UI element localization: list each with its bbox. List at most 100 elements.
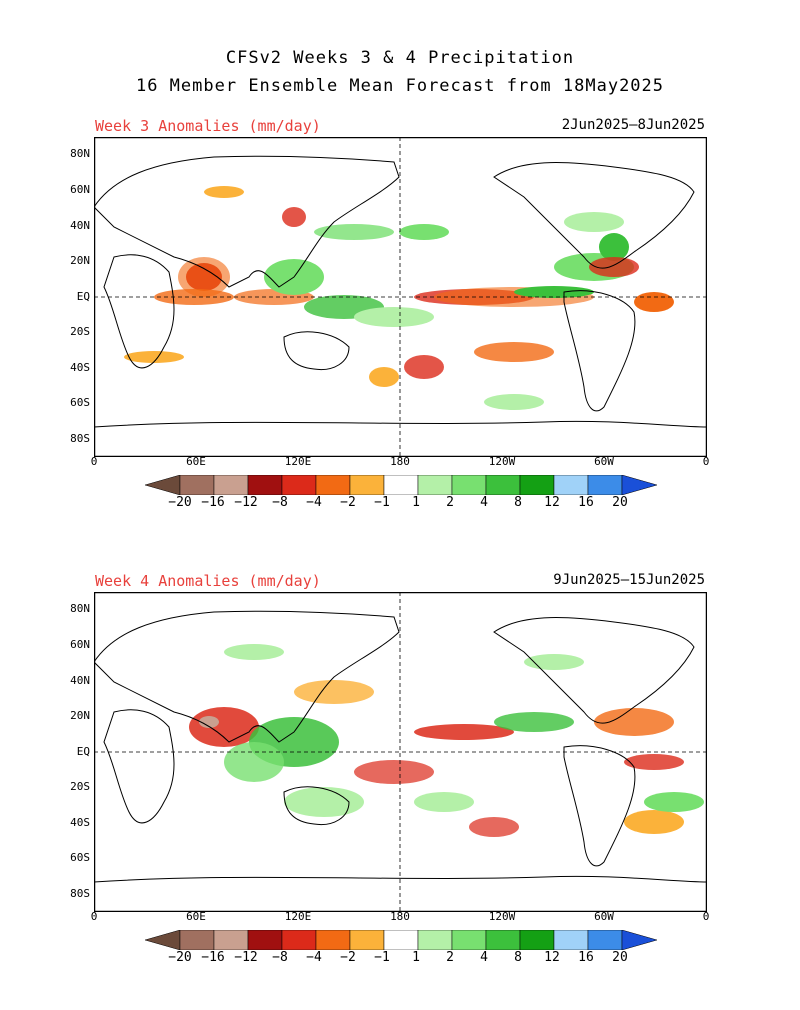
colorbar-tick: −1 xyxy=(374,495,390,510)
colorbar-segment xyxy=(553,475,589,495)
week3-map xyxy=(94,137,707,457)
colorbar-tick: −16 xyxy=(201,495,225,510)
week3-panel: Week 3 Anomalies (mm/day) 2Jun2025–8Jun2… xyxy=(0,115,800,555)
lat-label: EQ xyxy=(76,745,90,758)
lat-label: 20N xyxy=(70,709,90,722)
colorbar-low-arrow xyxy=(145,475,181,495)
lat-label: 20S xyxy=(70,780,90,793)
colorbar-segment xyxy=(417,930,453,950)
lat-label: 40S xyxy=(70,361,90,374)
colorbar-tick: 1 xyxy=(412,950,420,965)
week4-label: Week 4 Anomalies (mm/day) xyxy=(95,572,321,590)
lat-label: 40S xyxy=(70,816,90,829)
colorbar-tick: 1 xyxy=(412,495,420,510)
colorbar-segment xyxy=(281,475,317,495)
colorbar-tick: −4 xyxy=(306,495,322,510)
colorbar-tick: −8 xyxy=(272,495,288,510)
lon-label: 0 xyxy=(702,455,710,468)
colorbar-tick: 20 xyxy=(612,495,628,510)
lat-label: 80S xyxy=(70,432,90,445)
lat-label: EQ xyxy=(76,290,90,303)
colorbar-segment xyxy=(383,475,419,495)
colorbar-segment xyxy=(213,475,249,495)
colorbar-segment xyxy=(451,930,487,950)
lon-label: 120W xyxy=(488,455,516,468)
colorbar-tick: 4 xyxy=(480,495,488,510)
lon-label: 120W xyxy=(488,910,516,923)
colorbar-segment xyxy=(383,930,419,950)
colorbar-high-arrow xyxy=(621,930,658,950)
week4-colorbar xyxy=(145,930,658,950)
colorbar-tick: 16 xyxy=(578,950,594,965)
colorbar-tick: −16 xyxy=(201,950,225,965)
colorbar-tick: −4 xyxy=(306,950,322,965)
lat-label: 60S xyxy=(70,851,90,864)
colorbar-segment xyxy=(315,475,351,495)
colorbar-tick: −2 xyxy=(340,495,356,510)
lon-label: 60E xyxy=(186,455,206,468)
colorbar-segment xyxy=(485,930,521,950)
lat-label: 20N xyxy=(70,254,90,267)
colorbar-segment xyxy=(179,930,215,950)
week4-map xyxy=(94,592,707,912)
colorbar-tick: 12 xyxy=(544,495,560,510)
colorbar-segment xyxy=(349,475,385,495)
colorbar-segment xyxy=(417,475,453,495)
colorbar-segment xyxy=(587,930,623,950)
colorbar-high-arrow xyxy=(621,475,658,495)
figure-title-line1: CFSv2 Weeks 3 & 4 Precipitation xyxy=(225,48,575,68)
week3-colorbar xyxy=(145,475,658,495)
lat-label: 60N xyxy=(70,183,90,196)
lon-label: 60W xyxy=(594,910,614,923)
lon-label: 180 xyxy=(390,455,410,468)
week3-dates: 2Jun2025–8Jun2025 xyxy=(561,117,705,133)
colorbar-segment xyxy=(349,930,385,950)
colorbar-tick: 4 xyxy=(480,950,488,965)
colorbar-low-arrow xyxy=(145,930,181,950)
colorbar-segment xyxy=(485,475,521,495)
figure-title-line2: 16 Member Ensemble Mean Forecast from 18… xyxy=(135,76,665,96)
colorbar-segment xyxy=(519,930,555,950)
lon-label: 0 xyxy=(90,910,98,923)
colorbar-segment xyxy=(179,475,215,495)
week4-panel: Week 4 Anomalies (mm/day) 9Jun2025–15Jun… xyxy=(0,570,800,1010)
colorbar-segment xyxy=(451,475,487,495)
lat-label: 20S xyxy=(70,325,90,338)
lon-label: 60E xyxy=(186,910,206,923)
lat-label: 80S xyxy=(70,887,90,900)
colorbar-segment xyxy=(281,930,317,950)
colorbar-tick: −12 xyxy=(234,495,258,510)
colorbar-tick: −20 xyxy=(168,495,192,510)
lon-label: 120E xyxy=(284,910,312,923)
colorbar-tick: 2 xyxy=(446,950,454,965)
coastlines xyxy=(94,610,707,883)
colorbar-tick: −8 xyxy=(272,950,288,965)
week3-label: Week 3 Anomalies (mm/day) xyxy=(95,117,321,135)
colorbar-segment xyxy=(519,475,555,495)
lon-label: 180 xyxy=(390,910,410,923)
colorbar-tick: −12 xyxy=(234,950,258,965)
anomaly-fill xyxy=(189,644,704,837)
colorbar-segment xyxy=(247,475,283,495)
lat-label: 80N xyxy=(70,602,90,615)
colorbar-tick: 12 xyxy=(544,950,560,965)
lat-label: 40N xyxy=(70,219,90,232)
lat-label: 60S xyxy=(70,396,90,409)
anomaly-fill xyxy=(124,186,674,410)
colorbar-segment xyxy=(553,930,589,950)
colorbar-tick: −1 xyxy=(374,950,390,965)
week4-dates: 9Jun2025–15Jun2025 xyxy=(553,572,705,588)
lat-label: 60N xyxy=(70,638,90,651)
colorbar-tick: 8 xyxy=(514,950,522,965)
colorbar-tick: −20 xyxy=(168,950,192,965)
lat-label: 80N xyxy=(70,147,90,160)
colorbar-segment xyxy=(247,930,283,950)
colorbar-tick: 2 xyxy=(446,495,454,510)
colorbar-tick: 8 xyxy=(514,495,522,510)
lat-label: 40N xyxy=(70,674,90,687)
coastlines xyxy=(94,155,707,428)
lon-label: 120E xyxy=(284,455,312,468)
colorbar-segment xyxy=(587,475,623,495)
colorbar-segment xyxy=(315,930,351,950)
lon-label: 60W xyxy=(594,455,614,468)
